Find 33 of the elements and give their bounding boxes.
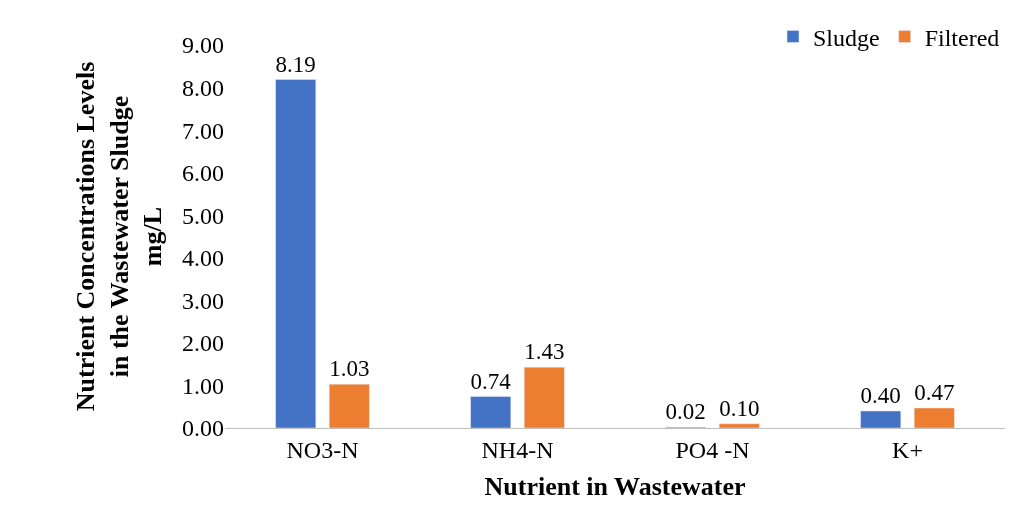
data-label: 0.47 — [914, 380, 955, 406]
legend-label: Filtered — [924, 24, 1000, 51]
bar — [913, 407, 955, 428]
bar — [860, 410, 902, 428]
x-axis-title: Nutrient in Wastewater — [484, 472, 746, 502]
data-label: 0.02 — [665, 399, 706, 425]
data-label: 1.43 — [524, 339, 565, 365]
x-tick-label: NH4-N — [481, 436, 554, 463]
y-tick-label: 6.00 — [182, 160, 224, 187]
y-tick-label: 8.00 — [182, 74, 224, 101]
x-tick-label: NO3-N — [286, 436, 359, 463]
bar — [328, 383, 370, 428]
y-tick-label: 4.00 — [182, 245, 224, 272]
y-tick-label: 5.00 — [182, 202, 224, 229]
data-label: 1.03 — [329, 356, 370, 382]
y-tick-label: 7.00 — [182, 117, 224, 144]
bar — [275, 79, 317, 428]
y-tick-label: 9.00 — [182, 32, 224, 59]
bar — [470, 396, 512, 428]
y-tick-label: 0.00 — [182, 415, 224, 442]
bar — [718, 423, 760, 428]
y-tick-label: 1.00 — [182, 372, 224, 399]
x-tick-label: K+ — [892, 436, 923, 463]
y-axis-title: Nutrient Concentrations Levels in the Wastewater Sludge mg/L — [70, 61, 168, 412]
y-tick-label: 3.00 — [182, 287, 224, 314]
data-label: 8.19 — [275, 51, 316, 77]
bar — [523, 366, 565, 428]
x-tick-label: PO4 -N — [675, 436, 750, 463]
data-label: 0.74 — [470, 368, 512, 394]
data-label: 0.10 — [719, 395, 760, 421]
legend-label: Sludge — [813, 24, 880, 51]
y-tick-label: 2.00 — [182, 330, 224, 357]
data-label: 0.40 — [860, 383, 901, 409]
